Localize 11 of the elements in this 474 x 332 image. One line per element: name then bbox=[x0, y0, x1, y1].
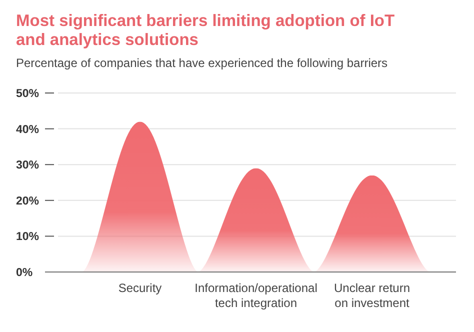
chart-title: Most significant barriers limiting adoption of IoT and analytics solutions bbox=[16, 12, 395, 49]
x-tick-label: Information/operational tech integration bbox=[194, 281, 318, 310]
y-tick-label: 10% bbox=[16, 231, 40, 244]
y-tick-label: 20% bbox=[16, 195, 40, 208]
x-tick-label: Security bbox=[118, 281, 162, 295]
y-tick-label: 50% bbox=[16, 88, 40, 100]
y-tick-label: 40% bbox=[16, 124, 40, 136]
chart-subtitle: Percentage of companies that have experienced the following barriers bbox=[16, 56, 388, 70]
y-tick-label: 30% bbox=[16, 160, 40, 172]
y-tick-label: 0% bbox=[16, 267, 33, 279]
x-tick-label: Unclear return on investment bbox=[334, 281, 410, 310]
